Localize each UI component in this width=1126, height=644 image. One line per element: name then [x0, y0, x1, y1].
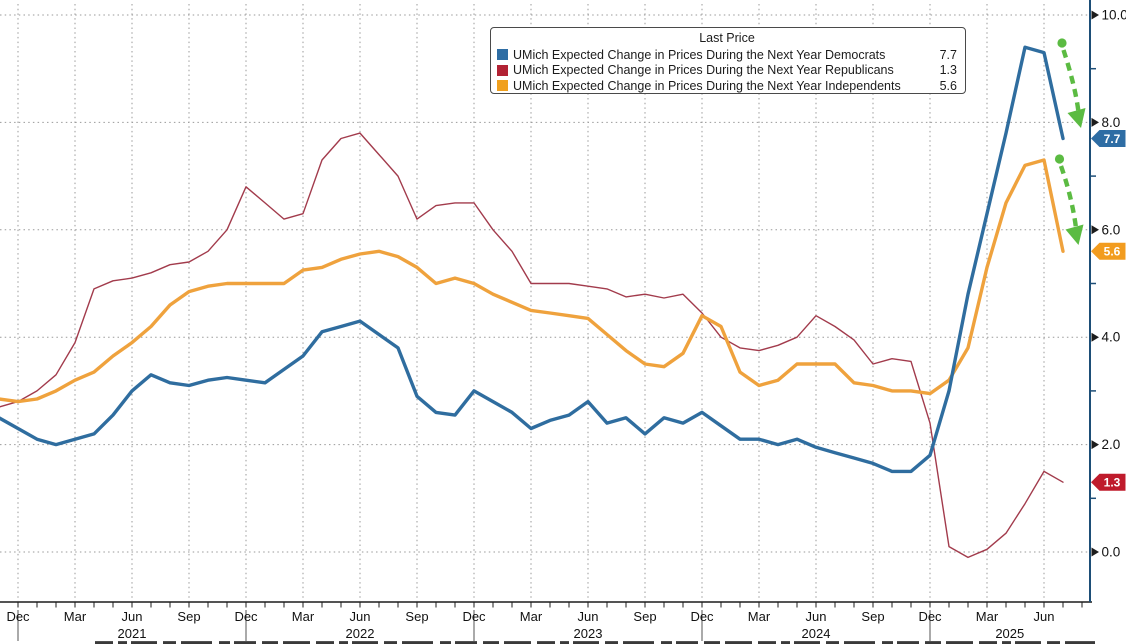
y-tick-arrow-icon [1091, 10, 1099, 20]
x-tick-label: Dec [690, 609, 714, 624]
svg-text:5.6: 5.6 [1104, 245, 1121, 259]
series-line-republicans[interactable] [0, 132, 1064, 559]
x-tick-label: Jun [1034, 609, 1055, 624]
x-tick-label: Mar [976, 609, 999, 624]
legend-value-independents: 5.6 [939, 78, 957, 93]
trend-arrow-democrats-down [1057, 38, 1086, 128]
x-tick-label: Dec [918, 609, 942, 624]
series-line-democrats[interactable] [0, 45, 1065, 474]
legend-row-democrats[interactable]: UMich Expected Change in Prices During t… [497, 47, 957, 63]
y-axis: 0.0 2.0 4.0 6.0 8.0 10.0 [1089, 0, 1126, 602]
price-tag-republicans[interactable]: 1.3 [1091, 473, 1126, 491]
x-tick-label: Jun [122, 609, 143, 624]
legend-title: Last Price [699, 31, 755, 45]
legend-row-independents[interactable]: UMich Expected Change in Prices During t… [497, 78, 957, 94]
x-tick-label: Sep [633, 609, 656, 624]
series-line-independents[interactable] [0, 158, 1065, 404]
y-tick-label: 8.0 [1102, 115, 1121, 130]
svg-text:1.3: 1.3 [1104, 475, 1121, 489]
price-tag-democrats[interactable]: 7.7 [1091, 130, 1126, 148]
x-tick-label: Jun [806, 609, 827, 624]
y-tick-label: 6.0 [1102, 222, 1121, 237]
legend-value-republicans: 1.3 [939, 63, 957, 78]
y-tick-arrow-icon [1091, 547, 1099, 557]
x-tick-label: Sep [405, 609, 428, 624]
x-tick-label: Mar [292, 609, 315, 624]
x-year-label: 2024 [802, 626, 831, 641]
y-tick-arrow-icon [1091, 440, 1099, 450]
x-tick-label: Mar [520, 609, 543, 624]
x-tick-label: Sep [177, 609, 200, 624]
x-year-label: 2023 [574, 626, 603, 641]
x-tick-label: Dec [462, 609, 486, 624]
legend-label-democrats: UMich Expected Change in Prices During t… [513, 47, 886, 62]
x-year-label: 2025 [995, 626, 1024, 641]
svg-text:7.7: 7.7 [1104, 132, 1121, 146]
gridlines [0, 4, 1090, 601]
independents-swatch-icon [497, 80, 508, 92]
x-tick-label: Mar [64, 609, 87, 624]
arrow-head-icon [1067, 108, 1086, 128]
y-tick-arrow-icon [1091, 225, 1099, 235]
x-tick-label: Sep [861, 609, 884, 624]
x-tick-label: Jun [350, 609, 371, 624]
x-axis: Dec Mar Jun Sep Dec Mar Jun Sep Dec Mar Jun Sep Dec M… [0, 601, 1092, 641]
legend-label-republicans: UMich Expected Change in Prices During t… [513, 63, 894, 78]
x-tick-label: Mar [748, 609, 771, 624]
y-tick-label: 0.0 [1102, 545, 1121, 560]
chart-legend: Last Price UMich Expected Change in Pric… [490, 27, 966, 94]
y-tick-arrow-icon [1091, 117, 1099, 127]
legend-label-independents: UMich Expected Change in Prices During t… [513, 78, 901, 93]
x-year-label: 2021 [118, 626, 147, 641]
y-tick-label: 4.0 [1102, 330, 1121, 345]
arrow-head-icon [1065, 224, 1084, 245]
x-tick-label: Jun [578, 609, 599, 624]
x-year-label: 2022 [346, 626, 375, 641]
legend-row-republicans[interactable]: UMich Expected Change in Prices During t… [497, 63, 957, 79]
y-tick-label: 10.0 [1102, 8, 1126, 23]
x-tick-label: Dec [234, 609, 258, 624]
y-tick-label: 2.0 [1102, 437, 1121, 452]
democrats-swatch-icon [497, 49, 508, 61]
trend-arrow-independents-down [1054, 154, 1084, 245]
republicans-swatch-icon [497, 64, 508, 76]
y-tick-arrow-icon [1091, 332, 1099, 342]
price-tag-independents[interactable]: 5.6 [1091, 242, 1126, 260]
x-tick-label: Dec [6, 609, 30, 624]
legend-value-democrats: 7.7 [939, 47, 957, 62]
